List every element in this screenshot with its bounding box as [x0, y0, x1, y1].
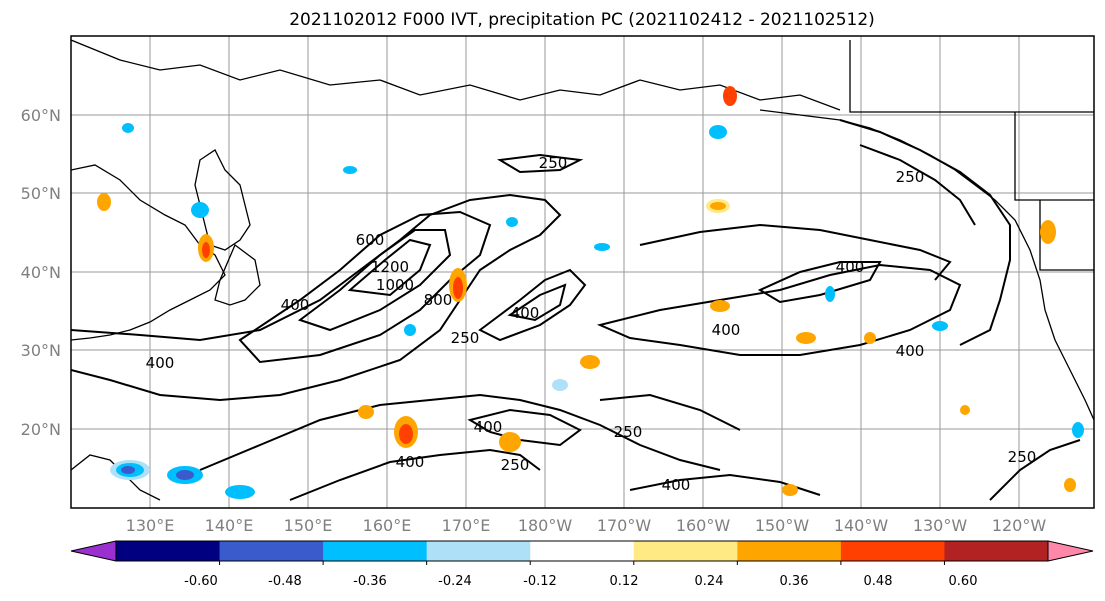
contour-label: 1000	[376, 276, 414, 294]
colorbar-segment	[633, 541, 738, 561]
contour-label: 250	[539, 154, 568, 172]
map-frame	[70, 35, 1095, 509]
contour-label: 600	[356, 231, 385, 249]
contour-label: 800	[424, 291, 453, 309]
colorbar-outline-left	[70, 540, 117, 562]
lon-label: 180°W	[518, 516, 573, 535]
latitude-labels: 60°N 50°N 40°N 30°N 20°N	[21, 106, 61, 439]
colorbar-outline-right	[1047, 540, 1094, 562]
contour-label: 400	[836, 258, 865, 276]
colorbar-tick-label: -0.60	[184, 574, 218, 589]
colorbar-outline	[115, 540, 1049, 562]
colorbar-tick-label: 0.48	[864, 574, 893, 589]
longitude-labels: 130°E 140°E 150°E 160°E 170°E 180°W 170°…	[126, 516, 1047, 535]
colorbar: -0.60 -0.48 -0.36 -0.24 -0.12 0.12 0.24 …	[70, 540, 1094, 589]
lon-label: 140°W	[834, 516, 889, 535]
colorbar-segment	[737, 541, 842, 561]
graticule	[71, 36, 1094, 508]
contour-label: 250	[451, 329, 480, 347]
contour-labels: 250 250 250 250 250 250 400 400 400 400 …	[146, 154, 1037, 494]
colorbar-tick-label: 0.36	[780, 574, 809, 589]
contour-label: 400	[146, 354, 175, 372]
lon-label: 170°E	[442, 516, 491, 535]
colorbar-ticks: -0.60 -0.48 -0.36 -0.24 -0.12 0.12 0.24 …	[184, 561, 977, 589]
contour-label: 400	[896, 342, 925, 360]
lon-label: 160°W	[676, 516, 731, 535]
colorbar-extend-max	[1048, 541, 1093, 561]
lon-label: 150°W	[755, 516, 810, 535]
colorbar-tick-label: -0.36	[353, 574, 387, 589]
contour-label: 250	[1008, 448, 1037, 466]
contour-label: 400	[662, 476, 691, 494]
lon-label: 150°E	[284, 516, 333, 535]
lon-label: 140°E	[205, 516, 254, 535]
map-content: 250 250 250 250 250 250 400 400 400 400 …	[71, 36, 1094, 508]
lat-label: 30°N	[21, 341, 61, 360]
contour-label: 250	[501, 456, 530, 474]
lon-label: 170°W	[597, 516, 652, 535]
colorbar-segment	[530, 541, 635, 561]
colorbar-segment	[323, 541, 428, 561]
lon-label: 130°W	[913, 516, 968, 535]
lat-label: 50°N	[21, 184, 61, 203]
contour-label: 400	[511, 304, 540, 322]
contour-label: 400	[281, 296, 310, 314]
colorbar-segment	[426, 541, 531, 561]
lat-label: 20°N	[21, 420, 61, 439]
colorbar-tick-label: 0.60	[949, 574, 978, 589]
colorbar-segment	[116, 541, 221, 561]
contour-label: 1200	[371, 258, 409, 276]
figure-title: 2021102012 F000 IVT, precipitation PC (2…	[289, 10, 875, 30]
colorbar-tick-label: 0.12	[610, 574, 639, 589]
colorbar-segment	[219, 541, 324, 561]
lon-label: 160°E	[363, 516, 412, 535]
precip-shading	[97, 86, 1084, 499]
colorbar-extend-min	[71, 541, 116, 561]
colorbar-tick-label: 0.24	[695, 574, 724, 589]
colorbar-tick-label: -0.24	[438, 574, 472, 589]
colorbar-segment	[840, 541, 945, 561]
lon-label: 130°E	[126, 516, 175, 535]
lon-label: 120°W	[992, 516, 1047, 535]
lat-label: 40°N	[21, 263, 61, 282]
contour-label: 400	[396, 453, 425, 471]
lat-label: 60°N	[21, 106, 61, 125]
contour-label: 400	[474, 418, 503, 436]
contour-label: 250	[614, 423, 643, 441]
colorbar-tick-label: -0.48	[268, 574, 302, 589]
contour-label: 250	[896, 168, 925, 186]
contour-label: 400	[712, 321, 741, 339]
colorbar-segments	[116, 541, 1049, 561]
colorbar-segment	[944, 541, 1049, 561]
colorbar-tick-label: -0.12	[523, 574, 557, 589]
